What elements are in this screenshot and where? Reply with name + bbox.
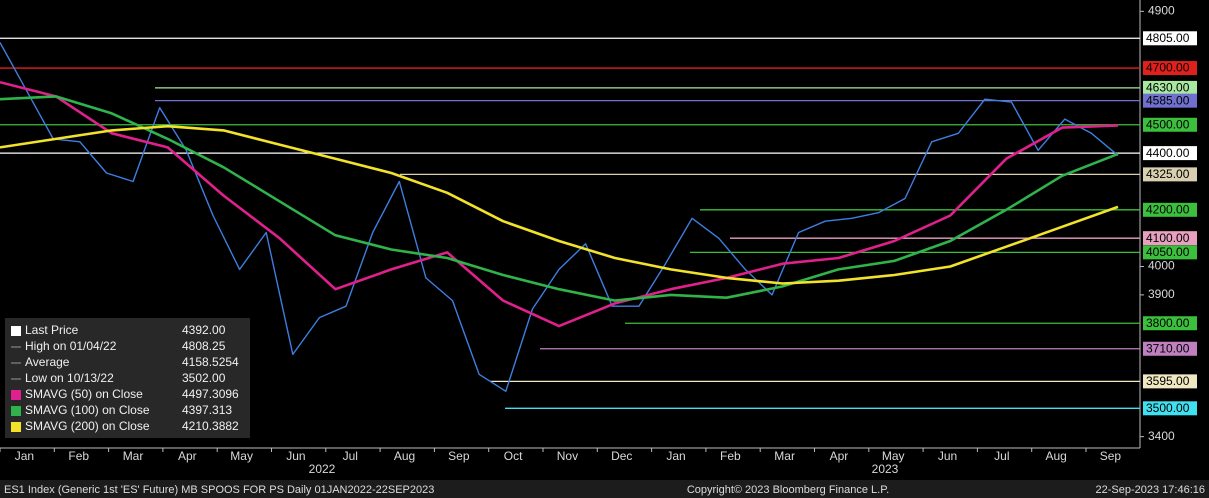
level-tag <box>1143 341 1197 356</box>
level-label: 4100.00 <box>1146 231 1190 245</box>
year-label: 2022 <box>309 462 336 476</box>
x-tick-label: Feb <box>68 449 89 463</box>
legend-value: 4158.5254 <box>182 355 239 369</box>
legend-label: Average <box>25 355 70 369</box>
level-tag <box>1143 167 1197 182</box>
moving-average-line <box>0 80 1119 328</box>
level-label: 4500.00 <box>1146 117 1190 131</box>
level-label: 4585.00 <box>1146 93 1190 107</box>
x-tick-label: Nov <box>557 449 578 463</box>
moving-average-line <box>0 95 1119 302</box>
year-label: 2023 <box>872 462 899 476</box>
level-label: 4200.00 <box>1146 202 1190 216</box>
level-label: 3500.00 <box>1146 401 1190 415</box>
x-tick-label: Apr <box>178 449 197 463</box>
legend-swatch <box>11 422 21 432</box>
level-tag <box>1143 93 1197 108</box>
x-tick-label: Jul <box>994 449 1009 463</box>
level-tag <box>1143 80 1197 95</box>
price-line <box>0 42 1119 392</box>
level-tag <box>1143 245 1197 260</box>
y-tick-label: 3400 <box>1148 429 1175 443</box>
x-tick-label: Mar <box>123 449 144 463</box>
footer-right: 22-Sep-2023 17:46:16 <box>1096 484 1205 496</box>
level-label: 4400.00 <box>1146 146 1190 160</box>
level-tag <box>1143 374 1197 389</box>
level-tag <box>1143 401 1197 416</box>
legend-label: Last Price <box>25 323 79 337</box>
x-tick-label: Mar <box>774 449 795 463</box>
level-tag <box>1143 117 1197 132</box>
x-tick-label: May <box>230 449 253 463</box>
x-tick-label: May <box>882 449 905 463</box>
x-tick-label: Sep <box>448 449 470 463</box>
x-tick-label: Jan <box>15 449 34 463</box>
x-tick-label: Oct <box>504 449 523 463</box>
legend-swatch <box>11 326 21 336</box>
x-tick-label: Jul <box>343 449 358 463</box>
level-label: 4805.00 <box>1146 31 1190 45</box>
x-tick-label: Jun <box>938 449 957 463</box>
x-tick-label: Aug <box>1045 449 1066 463</box>
x-tick-label: Jun <box>286 449 305 463</box>
level-tag <box>1143 316 1197 331</box>
legend-box <box>5 318 250 438</box>
level-label: 4700.00 <box>1146 61 1190 75</box>
x-tick-label: Sep <box>1100 449 1122 463</box>
level-label: 3800.00 <box>1146 316 1190 330</box>
legend-swatch <box>11 406 21 416</box>
y-tick-label: 4000 <box>1148 259 1175 273</box>
x-tick-label: Jan <box>666 449 685 463</box>
legend-label: High on 01/04/22 <box>25 339 117 353</box>
level-label: 4630.00 <box>1146 81 1190 95</box>
moving-average-line <box>0 124 1119 285</box>
level-tag <box>1143 61 1197 76</box>
footer-bar <box>0 480 1209 498</box>
legend-swatch <box>11 390 21 400</box>
legend-value: 4392.00 <box>182 323 226 337</box>
legend-value: 3502.00 <box>182 371 226 385</box>
y-tick-label: 4900 <box>1148 4 1175 18</box>
level-tag <box>1143 231 1197 246</box>
footer-center: Copyright© 2023 Bloomberg Finance L.P. <box>687 484 889 496</box>
level-tag <box>1143 202 1197 217</box>
level-tag <box>1143 146 1197 161</box>
level-tag <box>1143 31 1197 46</box>
legend-label: SMAVG (100) on Close <box>25 403 150 417</box>
x-tick-label: Feb <box>720 449 741 463</box>
legend-label: Low on 10/13/22 <box>25 371 114 385</box>
x-tick-label: Dec <box>611 449 632 463</box>
level-label: 3710.00 <box>1146 341 1190 355</box>
level-label: 4050.00 <box>1146 245 1190 259</box>
footer-left: ES1 Index (Generic 1st 'ES' Future) MB S… <box>4 484 434 496</box>
legend-value: 4808.25 <box>182 339 226 353</box>
legend-value: 4210.3882 <box>182 419 239 433</box>
x-tick-label: Aug <box>394 449 415 463</box>
level-label: 4325.00 <box>1146 167 1190 181</box>
legend-value: 4397.313 <box>182 403 232 417</box>
legend-label: SMAVG (50) on Close <box>25 387 143 401</box>
x-tick-label: Apr <box>830 449 849 463</box>
y-tick-label: 3900 <box>1148 287 1175 301</box>
level-label: 3595.00 <box>1146 374 1190 388</box>
legend-label: SMAVG (200) on Close <box>25 419 150 433</box>
legend: Last Price 4392.00 High on 01/04/22 4808.25… <box>5 318 250 438</box>
legend-value: 4497.3096 <box>182 387 239 401</box>
